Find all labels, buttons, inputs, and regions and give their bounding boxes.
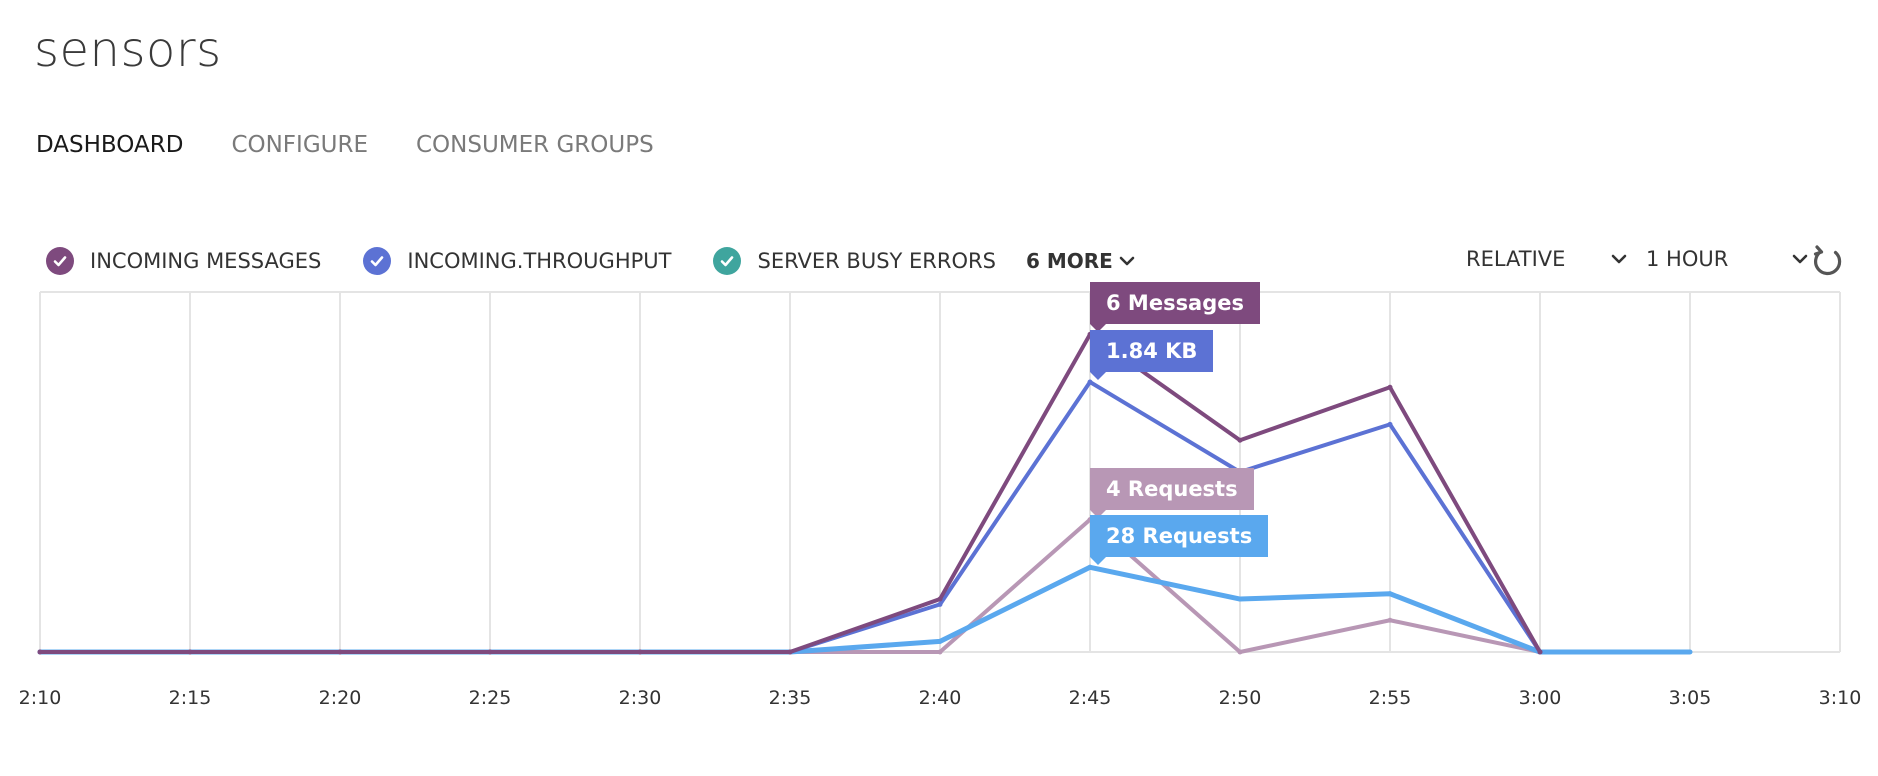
check-icon bbox=[363, 247, 392, 275]
data-point bbox=[787, 649, 793, 655]
callout-text: 6 Messages bbox=[1106, 291, 1245, 316]
data-point bbox=[1387, 617, 1393, 623]
x-tick-label: 3:00 bbox=[1519, 687, 1562, 709]
mode-label: RELATIVE bbox=[1466, 247, 1566, 271]
x-tick-label: 2:30 bbox=[619, 687, 662, 709]
series-line-3 bbox=[40, 564, 1690, 655]
more-metrics-button[interactable]: 6 MORE bbox=[1026, 249, 1135, 273]
legend-item-server-busy-errors[interactable]: SERVER BUSY ERRORS bbox=[713, 247, 996, 275]
data-point bbox=[1387, 384, 1393, 390]
x-tick-label: 2:40 bbox=[919, 687, 962, 709]
data-point bbox=[1237, 437, 1243, 443]
legend-item-incoming-messages[interactable]: INCOMING MESSAGES bbox=[46, 247, 321, 275]
data-point bbox=[937, 649, 943, 655]
data-point bbox=[937, 601, 943, 607]
x-tick-label: 3:05 bbox=[1669, 687, 1712, 709]
callout-messages: 6 Messages bbox=[1090, 282, 1261, 333]
data-point bbox=[37, 649, 43, 655]
check-icon bbox=[46, 247, 74, 275]
data-point bbox=[1087, 379, 1093, 385]
metric-legend: INCOMING MESSAGES INCOMING.THROUGHPUT SE… bbox=[46, 247, 1135, 275]
legend-item-incoming-throughput[interactable]: INCOMING.THROUGHPUT bbox=[363, 247, 671, 275]
time-range-dropdown[interactable]: 1 HOUR bbox=[1646, 247, 1808, 271]
callout-requests-28: 28 Requests bbox=[1090, 515, 1269, 566]
x-tick-label: 2:35 bbox=[769, 687, 812, 709]
x-tick-label: 2:25 bbox=[469, 687, 512, 709]
data-point bbox=[487, 649, 493, 655]
chevron-down-icon bbox=[1612, 254, 1627, 264]
callout-text: 4 Requests bbox=[1106, 476, 1238, 501]
tab-bar: DASHBOARD CONFIGURE CONSUMER GROUPS bbox=[36, 132, 654, 158]
legend-label: INCOMING.THROUGHPUT bbox=[407, 249, 672, 273]
x-tick-label: 2:20 bbox=[319, 687, 362, 709]
x-tick-label: 2:50 bbox=[1219, 687, 1262, 709]
data-point bbox=[337, 649, 343, 655]
data-point bbox=[187, 649, 193, 655]
more-metrics-label: 6 MORE bbox=[1025, 249, 1113, 273]
x-tick-label: 2:55 bbox=[1369, 687, 1412, 709]
chevron-down-icon bbox=[1793, 254, 1808, 264]
x-tick-label: 2:45 bbox=[1069, 687, 1112, 709]
check-icon bbox=[713, 247, 742, 275]
data-point bbox=[637, 649, 643, 655]
callout-text: 28 Requests bbox=[1106, 524, 1253, 549]
refresh-icon[interactable] bbox=[1811, 244, 1845, 278]
data-point bbox=[1537, 649, 1543, 655]
data-point bbox=[1087, 564, 1093, 570]
data-point bbox=[1687, 649, 1693, 655]
time-range-label: 1 HOUR bbox=[1646, 247, 1729, 271]
callout-text: 1.84 KB bbox=[1106, 339, 1198, 363]
legend-label: SERVER BUSY ERRORS bbox=[757, 249, 996, 273]
tab-consumer-groups[interactable]: CONSUMER GROUPS bbox=[416, 132, 654, 158]
callout-requests-4: 4 Requests bbox=[1090, 467, 1254, 518]
data-point bbox=[1237, 596, 1243, 602]
chevron-down-icon bbox=[1119, 256, 1135, 266]
tab-configure[interactable]: CONFIGURE bbox=[231, 132, 368, 158]
x-tick-label: 2:15 bbox=[169, 687, 212, 709]
x-tick-label: 3:10 bbox=[1819, 687, 1862, 709]
data-point bbox=[937, 638, 943, 644]
data-point bbox=[937, 596, 943, 602]
page-title: sensors bbox=[34, 22, 222, 78]
tab-dashboard[interactable]: DASHBOARD bbox=[36, 132, 184, 158]
x-tick-label: 2:10 bbox=[19, 687, 62, 709]
data-point bbox=[1387, 591, 1393, 597]
callout-throughput: 1.84 KB bbox=[1090, 330, 1214, 380]
mode-dropdown[interactable]: RELATIVE bbox=[1466, 247, 1627, 271]
data-point bbox=[1237, 649, 1243, 655]
data-point bbox=[1387, 421, 1393, 427]
legend-label: INCOMING MESSAGES bbox=[90, 249, 322, 273]
